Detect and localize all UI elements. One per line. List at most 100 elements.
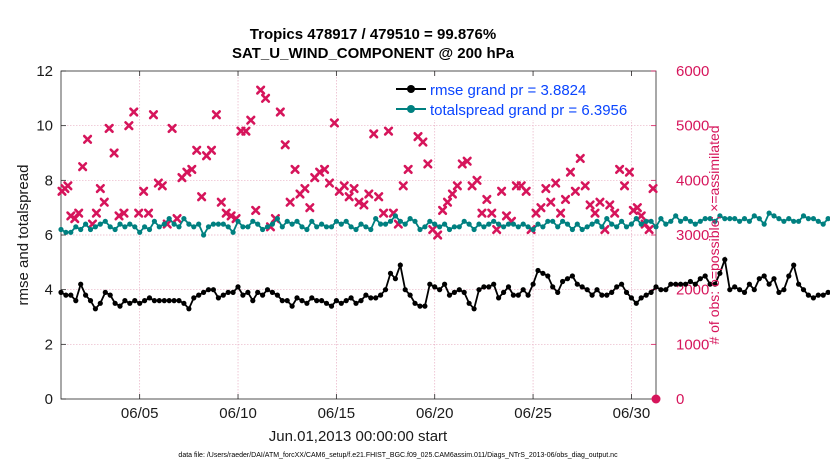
obs-assimilated-point [226,211,236,221]
series-point-rmse [658,287,664,293]
line-series [58,210,830,312]
series-point-totalspread [741,216,748,222]
series-point-rmse [132,298,138,304]
series-point-totalspread [378,221,384,227]
series-point-totalspread [407,216,413,222]
series-point-rmse [328,303,335,309]
obs-assimilated-point [197,192,207,202]
series-point-totalspread [692,221,698,227]
series-point-rmse [333,298,339,304]
y-tick-right-label: 4000 [676,172,709,189]
series-point-rmse [294,295,300,301]
series-point-totalspread [569,226,576,233]
series-point-rmse [142,298,148,304]
obs-assimilated-point [241,126,251,136]
series-point-rmse [117,303,123,309]
series-point-totalspread [766,210,772,216]
series-point-totalspread [196,221,202,227]
series-point-rmse [722,257,728,263]
series-point-totalspread [333,218,339,224]
series-point-totalspread [476,221,482,227]
series-point-totalspread [294,218,300,224]
obs-assimilated-point [63,181,73,191]
series-point-rmse [250,298,256,304]
series-point-totalspread [540,224,546,230]
series-point-rmse [146,295,153,301]
series-point-rmse [205,287,212,293]
obs-assimilated-point [99,197,109,207]
y-axis-right-label: # of obs: o=possible; ×=assimilated [706,125,722,344]
series-point-totalspread [358,221,364,227]
series-point-rmse [402,287,408,293]
obs-assimilated-point [134,208,144,218]
series-point-rmse [338,300,344,306]
obs-assimilated-point [575,153,585,164]
series-point-totalspread [166,216,172,222]
x-tick-label: 06/15 [318,405,356,422]
obs-assimilated-point [462,156,472,166]
obs-assimilated-point [482,194,492,205]
series-point-rmse [712,281,718,287]
series-point-rmse [417,303,423,309]
obs-assimilated-point [139,186,149,196]
obs-assimilated-point [624,167,635,177]
obs-assimilated-point [403,164,413,174]
series-point-totalspread [220,221,226,227]
series-point-totalspread [825,216,830,222]
series-point-totalspread [353,226,359,233]
series-point-rmse [540,270,546,276]
series-point-rmse [73,298,79,304]
legend-box [392,76,650,120]
series-point-totalspread [466,221,472,227]
series-point-totalspread [338,221,344,227]
obs-assimilated-point [374,192,384,202]
series-point-rmse [815,292,821,298]
series-point-rmse [373,295,379,301]
obs-assimilated-point [585,200,595,210]
series-point-totalspread [309,218,315,224]
obs-assimilated-point [477,208,487,218]
obs-assimilated-point [442,197,453,207]
series-point-totalspread [255,221,261,227]
series-point-totalspread [776,216,782,222]
series-point-rmse [314,298,320,304]
series-point-totalspread [225,224,231,230]
x-axis: 06/05 06/10 06/15 06/20 06/25 06/30 [121,71,650,422]
series-point-rmse [461,289,467,295]
series-point-totalspread [505,221,512,227]
series-point-rmse [702,273,708,279]
series-point-rmse [633,300,639,306]
obs-assimilated-point [74,208,84,218]
series-point-totalspread [451,224,457,230]
series-point-rmse [378,292,384,298]
series-point-totalspread [230,229,236,235]
x-tick-label: 06/05 [121,405,159,422]
series-point-rmse [609,289,615,295]
obs-assimilated-point [275,107,285,117]
obs-assimilated-point [187,164,197,174]
obs-assimilated-point [157,181,167,191]
series-point-rmse [781,287,787,293]
series-point-totalspread [682,216,689,222]
series-point-totalspread [373,216,379,222]
obs-assimilated-point [447,189,458,199]
series-point-rmse [299,298,305,304]
obs-assimilated-point [285,197,295,207]
obs-assimilated-point [95,183,105,194]
obs-assimilated-point [595,197,605,207]
series-point-rmse [274,292,280,298]
series-point-totalspread [387,218,394,224]
series-point-totalspread [181,216,187,222]
series-point-totalspread [609,221,615,227]
obs-assimilated-point [521,186,531,196]
series-point-rmse [210,287,216,293]
series-point-totalspread [525,224,531,230]
obs-assimilated-point [369,129,379,139]
series-point-totalspread [201,232,207,238]
series-point-rmse [525,292,531,298]
series-point-totalspread [274,216,280,222]
obs-assimilated-point [246,115,256,125]
series-point-totalspread [343,218,349,224]
series-point-rmse [535,267,541,274]
